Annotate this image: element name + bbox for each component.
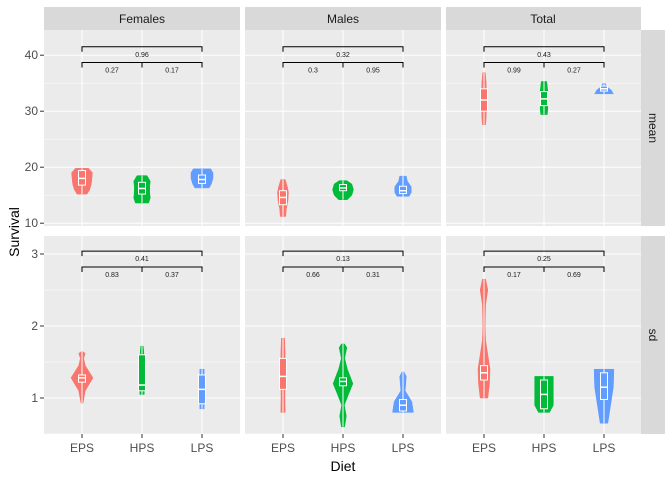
x-tick-label-lps: LPS <box>191 441 214 455</box>
box-lps <box>600 372 608 400</box>
panel-mean-females: 0.96 0.27 0.17 <box>44 30 240 226</box>
bracket-hps-lps <box>342 266 404 272</box>
pvalue-label: 0.66 <box>306 272 320 279</box>
pvalue-label: 0.3 <box>308 67 318 74</box>
pvalue-label: 0.43 <box>537 52 551 59</box>
strip-label-females: Females <box>119 12 165 26</box>
pvalue-label: 0.32 <box>336 52 350 59</box>
pvalue-label: 0.13 <box>336 256 350 263</box>
pvalue-label: 0.83 <box>105 272 119 279</box>
panel-mean-total: 0.43 0.99 0.27 <box>446 30 641 226</box>
pvalue-label: 0.99 <box>507 67 521 74</box>
strip-males <box>245 7 441 30</box>
x-tick-label-lps: LPS <box>392 441 415 455</box>
y-tick-label-mean-1: 20 <box>25 160 39 174</box>
strip-total <box>446 7 641 30</box>
strip-label-males: Males <box>327 12 359 26</box>
bracket-eps-lps <box>483 46 605 52</box>
axes-layer: 10 20 30 40 1 2 3 EPS HPS LPS EPS HPS LPS EPS HPS LPS <box>25 48 616 455</box>
x-tick-label-hps: HPS <box>532 441 557 455</box>
pvalue-label: 0.69 <box>567 272 581 279</box>
bracket-hps-lps <box>543 61 605 68</box>
pvalue-label: 0.41 <box>135 256 149 263</box>
pvalue-label: 0.17 <box>165 67 179 74</box>
bracket-hps-lps <box>543 266 605 272</box>
pvalue-label: 0.37 <box>165 272 179 279</box>
bracket-hps-lps <box>342 61 404 68</box>
x-tick-label-lps: LPS <box>593 441 616 455</box>
y-tick-label-mean-0: 10 <box>25 216 39 230</box>
x-axis-title: Diet <box>331 458 356 474</box>
y-tick-label-sd-2: 3 <box>31 247 38 261</box>
pvalue-label: 0.25 <box>537 256 551 263</box>
pvalue-label: 0.17 <box>507 272 521 279</box>
bracket-eps-lps <box>483 250 605 257</box>
strip-label-sd: sd <box>646 329 660 342</box>
pvalue-label: 0.27 <box>567 67 581 74</box>
y-tick-label-sd-1: 2 <box>31 319 38 333</box>
box-lps <box>399 185 407 195</box>
bracket-eps-lps <box>81 250 203 257</box>
panel-sd-total: 0.25 0.17 0.69 <box>446 236 641 435</box>
box-hps <box>138 354 146 392</box>
x-tick-label-eps: EPS <box>472 441 496 455</box>
x-tick-label-eps: EPS <box>70 441 94 455</box>
strip-label-total: Total <box>530 12 555 26</box>
bracket-eps-lps <box>81 46 203 52</box>
strip-females <box>44 7 240 30</box>
bracket-hps-lps <box>141 266 203 272</box>
x-tick-label-hps: HPS <box>130 441 155 455</box>
strip-mean <box>641 30 665 226</box>
pvalue-label: 0.27 <box>105 67 119 74</box>
x-tick-label-hps: HPS <box>331 441 356 455</box>
pvalue-label: 0.95 <box>366 67 380 74</box>
y-tick-label-mean-3: 40 <box>25 48 39 62</box>
panel-sd-males: 0.13 0.66 0.31 <box>245 236 441 435</box>
bracket-hps-lps <box>141 61 203 68</box>
strip-label-mean: mean <box>646 113 660 143</box>
y-tick-label-sd-0: 1 <box>31 391 38 405</box>
pvalue-label: 0.96 <box>135 52 149 59</box>
panels-layer: 0.960.27 0.170.320.3 0.950.430.99 0.270.410… <box>44 30 641 435</box>
y-tick-label-mean-2: 30 <box>25 104 39 118</box>
bracket-eps-lps <box>282 250 404 257</box>
bracket-eps-lps <box>282 46 404 52</box>
panel-mean-males: 0.32 0.3 0.95 <box>245 30 441 226</box>
box-eps <box>279 357 287 390</box>
y-axis-title: Survival <box>6 207 22 257</box>
strip-sd <box>641 236 665 434</box>
x-tick-label-eps: EPS <box>271 441 295 455</box>
pvalue-label: 0.31 <box>366 272 380 279</box>
panel-sd-females: 0.41 0.83 0.37 <box>44 236 240 435</box>
